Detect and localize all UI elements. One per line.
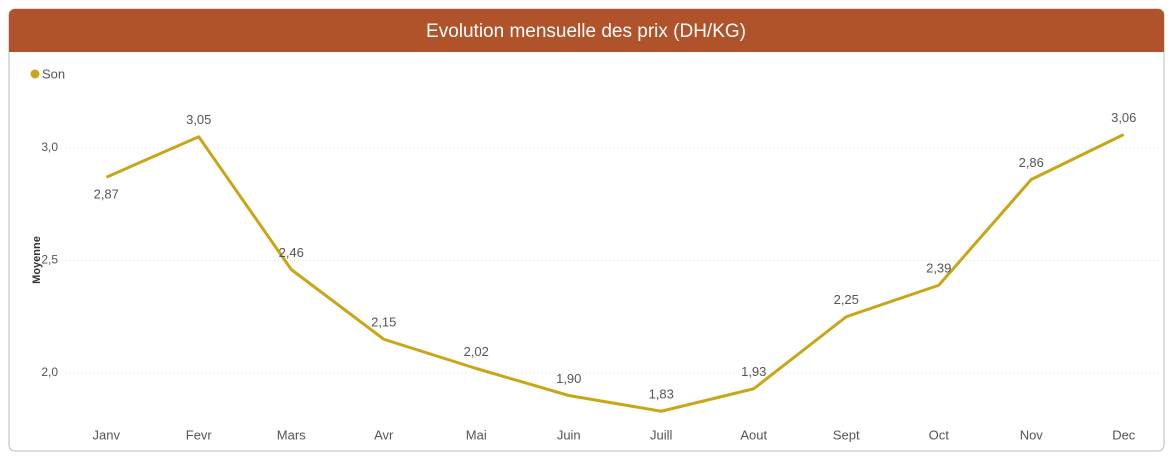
data-label: 1,90 — [556, 371, 581, 386]
x-tick-label: Sept — [833, 427, 860, 442]
y-tick-label: 2,0 — [41, 365, 58, 379]
data-label: 1,83 — [649, 387, 674, 402]
x-tick-label: Mars — [277, 427, 306, 442]
data-label: 2,87 — [94, 187, 119, 202]
x-tick-label: Dec — [1112, 427, 1136, 442]
data-label: 2,15 — [371, 315, 396, 330]
x-tick-label: Nov — [1020, 427, 1044, 442]
data-label: 3,05 — [186, 112, 211, 127]
x-tick-label: Mai — [466, 427, 487, 442]
y-axis-title: Moyenne — [31, 236, 43, 284]
data-label: 2,39 — [926, 261, 951, 276]
data-label: 3,06 — [1111, 110, 1136, 125]
line — [105, 133, 1125, 413]
data-label: 2,25 — [834, 292, 859, 307]
legend-marker — [30, 69, 40, 79]
x-tick-label: Janv — [93, 427, 121, 442]
data-label: 2,02 — [464, 344, 489, 359]
x-tick-label: Juin — [557, 427, 581, 442]
x-tick-label: Avr — [374, 427, 394, 442]
x-tick-label: Oct — [929, 427, 950, 442]
legend-label: Son — [42, 66, 65, 81]
data-label: 2,86 — [1019, 155, 1044, 170]
y-tick-label: 2,5 — [41, 253, 58, 267]
data-label: 1,93 — [741, 364, 766, 379]
x-tick-label: Aout — [740, 427, 767, 442]
y-tick-label: 3,0 — [41, 140, 58, 154]
x-tick-label: Fevr — [186, 427, 213, 442]
x-tick-label: Juill — [650, 427, 673, 442]
panel — [8, 8, 1165, 452]
data-label: 2,46 — [279, 245, 304, 260]
header — [9, 9, 1164, 52]
chart-title: Evolution mensuelle des prix (DH/KG) — [426, 21, 746, 42]
